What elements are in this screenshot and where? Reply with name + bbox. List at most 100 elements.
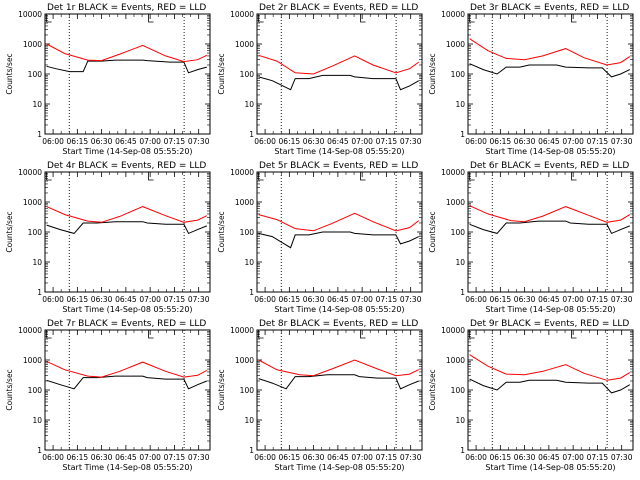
plot-frame <box>44 13 211 135</box>
x-axis-label: Start Time (14-Sep-08 05:55:20) <box>485 463 615 472</box>
y-tick-label: 100 <box>240 386 255 395</box>
x-tick-label: 07:15 <box>587 453 609 462</box>
top-bracket-mark <box>360 330 366 339</box>
events-series-line <box>469 220 630 235</box>
events-series-line <box>258 374 419 390</box>
top-bracket-mark <box>148 172 154 181</box>
y-tick-label: 100 <box>28 228 43 237</box>
x-tick-label: 06:00 <box>42 295 64 304</box>
y-tick-label: 100 <box>451 228 466 237</box>
x-axis-label: Start Time (14-Sep-08 05:55:20) <box>62 305 192 314</box>
y-tick-label: 1 <box>460 446 465 455</box>
x-tick-label: 06:45 <box>327 295 349 304</box>
chart-title: Det 5r BLACK = Events, RED = LLD <box>259 161 418 171</box>
y-axis-label: Counts/sec <box>428 53 437 94</box>
x-tick-label: 06:30 <box>91 295 113 304</box>
y-tick-label: 10 <box>32 100 42 109</box>
events-series-line <box>46 221 207 235</box>
x-axis-label: Start Time (14-Sep-08 05:55:20) <box>274 463 404 472</box>
y-tick-label: 1000 <box>235 40 254 49</box>
chart-title: Det 8r BLACK = Events, RED = LLD <box>259 319 418 329</box>
plot-frame <box>256 329 423 451</box>
y-tick-label: 1 <box>460 130 465 139</box>
x-tick-label: 06:30 <box>303 295 325 304</box>
y-axis-label: Counts/sec <box>428 369 437 410</box>
chart-title: Det 1r BLACK = Events, RED = LLD <box>47 3 206 13</box>
y-tick-label: 10 <box>244 416 254 425</box>
lld-series-line <box>46 360 208 378</box>
y-tick-label: 1 <box>249 288 254 297</box>
lld-series-line <box>258 212 420 232</box>
x-tick-label: 06:00 <box>465 295 487 304</box>
chart-title: Det 3r BLACK = Events, RED = LLD <box>470 3 629 13</box>
x-tick-label: 07:15 <box>164 295 186 304</box>
y-tick-label: 10000 <box>230 326 254 335</box>
top-bracket-mark <box>148 330 154 339</box>
chart-panel-7: Det 7r BLACK = Events, RED = LLD 1 10 100 10… <box>5 319 211 472</box>
y-tick-label: 1000 <box>446 40 465 49</box>
x-tick-label: 06:15 <box>67 295 89 304</box>
y-tick-label: 10000 <box>230 168 254 177</box>
x-tick-label: 07:30 <box>611 453 633 462</box>
events-series-line <box>46 375 207 390</box>
y-axis-label: Counts/sec <box>5 369 14 410</box>
x-tick-label: 06:00 <box>465 137 487 146</box>
y-tick-label: 10 <box>455 100 465 109</box>
x-tick-label: 06:45 <box>327 137 349 146</box>
y-tick-label: 10000 <box>18 168 42 177</box>
y-tick-label: 1000 <box>235 356 254 365</box>
x-tick-label: 06:30 <box>514 295 536 304</box>
x-tick-label: 07:15 <box>164 453 186 462</box>
y-tick-label: 100 <box>451 386 466 395</box>
x-tick-label: 06:45 <box>115 295 137 304</box>
x-tick-label: 07:00 <box>351 137 373 146</box>
events-series-line <box>258 231 420 249</box>
x-tick-label: 06:15 <box>279 453 301 462</box>
x-tick-label: 07:00 <box>139 295 161 304</box>
top-bracket-mark <box>571 14 577 23</box>
x-tick-label: 06:30 <box>514 453 536 462</box>
x-tick-label: 07:30 <box>611 137 633 146</box>
x-tick-label: 07:30 <box>611 295 633 304</box>
x-tick-label: 07:30 <box>188 137 210 146</box>
chart-panel-5: Det 5r BLACK = Events, RED = LLD 1 10 100 10… <box>217 161 423 314</box>
chart-title: Det 7r BLACK = Events, RED = LLD <box>47 319 206 329</box>
events-series-line <box>469 378 631 394</box>
y-tick-label: 10000 <box>441 326 465 335</box>
y-tick-label: 1000 <box>235 198 254 207</box>
y-tick-label: 10 <box>244 100 254 109</box>
y-tick-label: 10 <box>455 258 465 267</box>
lld-series-line <box>469 354 631 381</box>
x-tick-label: 07:00 <box>562 295 584 304</box>
x-tick-label: 06:00 <box>465 453 487 462</box>
y-axis-label: Counts/sec <box>217 369 226 410</box>
x-tick-label: 07:00 <box>351 295 373 304</box>
x-tick-label: 06:15 <box>279 137 301 146</box>
chart-title: Det 6r BLACK = Events, RED = LLD <box>470 161 629 171</box>
lld-series-line <box>258 54 420 75</box>
chart-panel-2: Det 2r BLACK = Events, RED = LLD 1 10 100 10… <box>217 3 423 156</box>
lld-series-line <box>469 38 631 66</box>
top-bracket-mark <box>571 330 577 339</box>
events-series-line <box>258 74 420 91</box>
y-tick-label: 10000 <box>230 10 254 19</box>
x-tick-label: 06:30 <box>303 453 325 462</box>
y-tick-label: 100 <box>451 70 466 79</box>
y-tick-label: 10 <box>32 258 42 267</box>
x-tick-label: 06:45 <box>115 453 137 462</box>
x-tick-label: 07:00 <box>562 137 584 146</box>
events-series-line <box>46 59 207 74</box>
x-tick-label: 06:15 <box>67 453 89 462</box>
x-axis-label: Start Time (14-Sep-08 05:55:20) <box>485 305 615 314</box>
x-tick-label: 06:30 <box>303 137 325 146</box>
x-tick-label: 06:00 <box>254 295 276 304</box>
top-bracket-mark <box>571 172 577 181</box>
x-tick-label: 07:15 <box>376 453 398 462</box>
y-tick-label: 10000 <box>18 10 42 19</box>
y-axis-label: Counts/sec <box>217 211 226 252</box>
x-axis-label: Start Time (14-Sep-08 05:55:20) <box>62 147 192 156</box>
y-tick-label: 10000 <box>441 168 465 177</box>
y-tick-label: 1000 <box>23 356 42 365</box>
x-tick-label: 06:15 <box>490 295 512 304</box>
